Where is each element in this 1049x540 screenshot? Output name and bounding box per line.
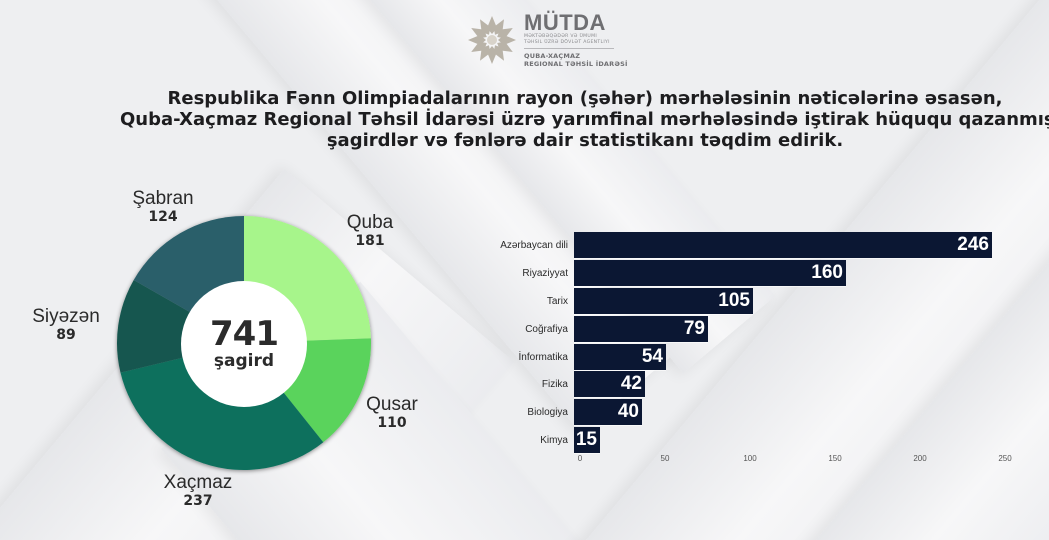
bar: 246 xyxy=(574,232,992,258)
bar: 40 xyxy=(574,399,642,425)
bar-row-fizika: Fizika 42 xyxy=(470,371,645,397)
bar-row-tarix: Tarix 105 xyxy=(470,288,753,314)
donut-chart: 741 şagird Quba 181 Qusar 110 Xaçmaz 237… xyxy=(0,180,460,530)
slice-label-sabran: Şabran 124 xyxy=(132,188,194,225)
bar: 54 xyxy=(574,344,666,370)
bar: 160 xyxy=(574,260,846,286)
heading-line-3: şagirdlər və fənlərə dair statistikanı t… xyxy=(326,130,844,151)
subject-bar-chart: Azərbaycan dili 246 Riyaziyyat 160 Tarix… xyxy=(470,228,1030,478)
ornament-logo-icon xyxy=(468,16,516,64)
slice-label-qusar: Qusar 110 xyxy=(366,394,418,431)
mutda-logo: MÜTDA Məktəbəqədər və ümumi təhsil üzrə … xyxy=(466,12,628,68)
bar-row-informatika: İnformatika 54 xyxy=(470,344,666,370)
logo-region-line2: REGIONAL TƏHSİL İDARƏSİ xyxy=(524,60,628,68)
bar: 42 xyxy=(574,371,645,397)
x-tick: 0 xyxy=(577,454,583,463)
x-tick: 50 xyxy=(660,454,670,463)
donut-slice-xaçmaz xyxy=(120,343,324,470)
logo-title: MÜTDA xyxy=(524,10,606,35)
slice-label-siyezen: Siyəzən 89 xyxy=(32,306,100,343)
x-tick: 200 xyxy=(913,454,927,463)
x-tick: 100 xyxy=(743,454,757,463)
bar-row-riyaziyyat: Riyaziyyat 160 xyxy=(470,260,846,286)
donut-unit: şagird xyxy=(213,351,275,371)
slice-label-quba: Quba 181 xyxy=(346,212,394,249)
page-heading: Respublika Fənn Olimpiadalarının rayon (… xyxy=(120,88,1049,151)
bar-row-cografiya: Coğrafiya 79 xyxy=(470,316,708,342)
heading-line-2: Quba-Xaçmaz Regional Təhsil İdarəsi üzrə… xyxy=(120,109,1049,130)
bar-row-biologiya: Biologiya 40 xyxy=(470,399,642,425)
x-tick: 250 xyxy=(998,454,1012,463)
donut-total: 741 xyxy=(210,314,279,354)
bar: 105 xyxy=(574,288,753,314)
heading-line-1: Respublika Fənn Olimpiadalarının rayon (… xyxy=(167,88,1003,109)
donut-center: 741 şagird xyxy=(181,281,307,407)
bar: 15 xyxy=(574,427,600,453)
bar-row-azerbaycan-dili: Azərbaycan dili 246 xyxy=(470,232,992,258)
logo-subtitle: Məktəbəqədər və ümumi təhsil üzrə dövlət… xyxy=(524,34,614,49)
slice-label-xacmaz: Xaçmaz 237 xyxy=(163,472,233,509)
x-tick: 150 xyxy=(828,454,842,463)
logo-region-line1: QUBA-XAÇMAZ xyxy=(524,52,581,60)
x-axis: 0 50 100 150 200 250 xyxy=(577,454,1040,468)
bar: 79 xyxy=(574,316,708,342)
bar-row-kimya: Kimya 15 xyxy=(470,427,600,453)
